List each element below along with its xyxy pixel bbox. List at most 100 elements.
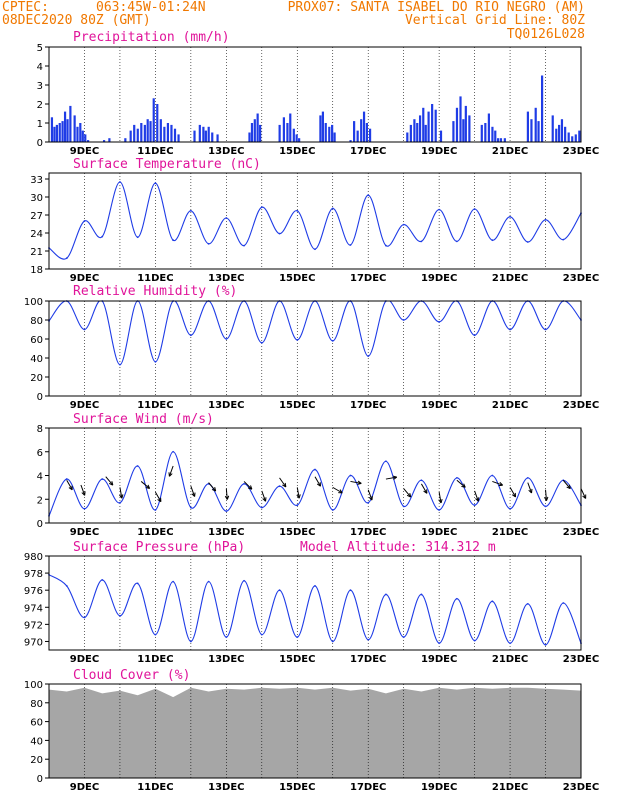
precip-bar: [431, 104, 434, 142]
precip-bar: [256, 113, 259, 142]
temp-point: [296, 209, 299, 212]
rh-ytick-label: 80: [30, 316, 43, 327]
cloud-xtick-label: 15DEC: [279, 782, 315, 793]
cloud-area: [49, 687, 581, 778]
wind-arrow-head: [262, 497, 267, 502]
precip-bar: [216, 134, 219, 142]
precip-bar: [409, 124, 412, 142]
precip-xtick-label: 15DEC: [279, 146, 315, 157]
wind-xtick-label: 11DEC: [137, 527, 173, 538]
precip-ytick-label: 1: [37, 119, 43, 130]
precip-bar: [526, 111, 529, 142]
precip-title: Precipitation (mm/h): [73, 30, 230, 45]
cloud-ytick-label: 40: [30, 736, 43, 747]
wind-arrow-shaft: [119, 487, 123, 499]
precip-bar: [278, 124, 281, 142]
wind-arrow-head: [119, 494, 124, 499]
precip-bar: [211, 132, 214, 142]
rh-xtick-label: 9DEC: [70, 400, 99, 411]
precip-bar: [81, 130, 84, 142]
wind-xtick-label: 17DEC: [350, 527, 386, 538]
wind-point: [101, 478, 104, 480]
rh-point: [296, 339, 299, 341]
pressure-point: [562, 602, 565, 604]
wind-point: [83, 507, 86, 510]
temp-point: [83, 220, 86, 222]
temp-point: [225, 217, 228, 219]
precip-bar: [170, 124, 173, 142]
precip-bar: [202, 126, 205, 142]
precip-bar: [455, 107, 459, 142]
wind-arrow: [456, 479, 466, 488]
wind-arrow: [105, 476, 114, 486]
wind-point: [455, 476, 458, 479]
precip-bar: [292, 128, 295, 142]
wind-arrow-shaft: [403, 488, 412, 498]
pressure-point: [385, 593, 387, 596]
wind-arrow-shaft: [279, 477, 287, 488]
temp-point: [367, 194, 370, 197]
precip-bar: [321, 111, 325, 142]
pressure-xtick-label: 15DEC: [279, 654, 315, 665]
wind-arrow: [385, 475, 398, 480]
precip-bar: [578, 130, 581, 142]
pressure-ytick-label: 978: [24, 569, 43, 580]
cloud-ytick-label: 80: [30, 699, 43, 710]
precip-bar: [564, 126, 567, 142]
precip-bar: [198, 124, 201, 142]
wind-arrow-head: [357, 480, 362, 485]
temp-panel: 18 21 24 27 30 33 9DEC 11DEC 13DEC 15DEC 17DEC 19DE…: [30, 172, 599, 284]
precip-bar: [560, 119, 564, 142]
precip-bar: [360, 119, 363, 142]
precip-bar: [439, 130, 443, 142]
precip-bar: [413, 119, 416, 142]
precip-bar: [173, 128, 177, 142]
wind-arrow-head: [461, 483, 466, 488]
precip-bar: [365, 123, 368, 142]
wind-arrow-head: [247, 485, 253, 490]
temp-ytick-label: 27: [30, 211, 43, 222]
wind-point: [119, 501, 121, 504]
wind-arrow-shaft: [225, 488, 228, 500]
precip-xtick-label: 13DEC: [208, 146, 244, 157]
cloud-xtick-label: 13DEC: [208, 782, 244, 793]
precip-bar: [362, 111, 366, 142]
wind-arrow-shaft: [545, 489, 547, 501]
cloud-xtick-label: 11DEC: [137, 782, 173, 793]
wind-point: [438, 509, 441, 511]
wind-arrow-shaft: [474, 490, 479, 502]
wind-xtick-label: 23DEC: [563, 527, 599, 538]
pressure-title: Surface Pressure (hPa): [73, 540, 245, 555]
wind-arrow: [403, 488, 412, 498]
header-source: CPTEC:: [2, 0, 49, 15]
precip-bar: [534, 107, 537, 142]
header-init-time: 08DEC2020 80Z (GMT): [2, 13, 151, 28]
pressure-point: [420, 593, 423, 596]
wind-point: [136, 465, 139, 467]
rh-point: [119, 363, 121, 366]
wind-point: [189, 506, 192, 509]
rh-xtick-label: 11DEC: [137, 400, 173, 411]
cloud-title: Cloud Cover (%): [73, 668, 190, 683]
temp-xtick-label: 13DEC: [208, 273, 244, 284]
wind-arrow: [168, 465, 174, 477]
wind-arrow-head: [81, 491, 86, 496]
wind-point: [225, 510, 228, 513]
wind-arrow: [544, 489, 549, 501]
wind-arrow-head: [544, 496, 549, 501]
precip-bar: [295, 134, 298, 142]
wind-arrow-shaft: [190, 486, 196, 497]
wind-arrow-shaft: [314, 476, 321, 487]
precip-xtick-label: 21DEC: [492, 146, 528, 157]
wind-arrow-head: [368, 496, 373, 501]
wind-arrow-shaft: [154, 491, 162, 502]
pressure-point: [509, 642, 511, 645]
pressure-point: [189, 640, 192, 643]
temp-point: [189, 209, 192, 212]
wind-arrow-head: [511, 492, 517, 498]
rh-xtick-label: 19DEC: [421, 400, 457, 411]
precip-ytick-label: 3: [37, 81, 43, 92]
temp-point: [207, 242, 210, 245]
temp-point: [278, 232, 281, 235]
pressure-point: [172, 580, 175, 583]
